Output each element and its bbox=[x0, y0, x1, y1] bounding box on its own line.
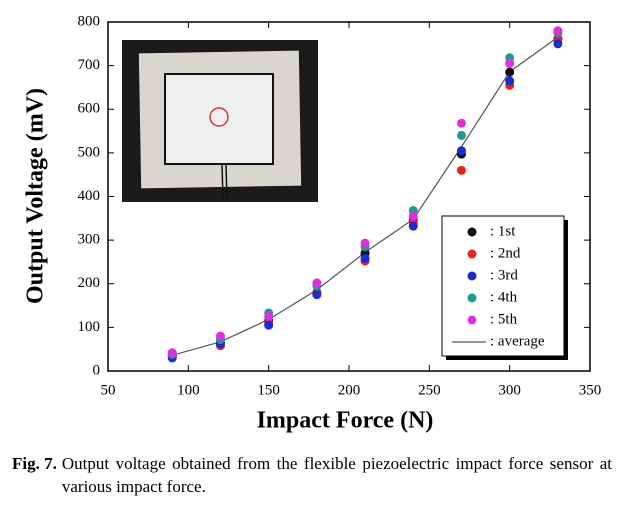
data-point bbox=[456, 130, 466, 140]
legend-marker bbox=[467, 271, 477, 281]
data-point bbox=[360, 253, 370, 263]
x-tick-label: 200 bbox=[338, 382, 361, 398]
data-point bbox=[408, 211, 418, 221]
legend-label: : 1st bbox=[490, 223, 516, 239]
y-tick-label: 700 bbox=[78, 57, 101, 73]
y-tick-label: 400 bbox=[78, 188, 101, 204]
legend-box bbox=[441, 215, 565, 357]
data-point bbox=[456, 118, 466, 128]
legend-marker bbox=[467, 315, 477, 325]
legend-label: : 4th bbox=[490, 289, 518, 305]
data-point bbox=[360, 238, 370, 248]
legend-label: : 5th bbox=[490, 311, 518, 327]
data-point bbox=[456, 165, 466, 175]
legend-marker bbox=[467, 293, 477, 303]
data-point bbox=[505, 76, 515, 86]
chart: Output Voltage (mV) Impact Force (N) 0 10… bbox=[23, 13, 602, 434]
x-tick-label: 50 bbox=[101, 382, 116, 398]
x-tick-label: 100 bbox=[177, 382, 200, 398]
caption: Fig. 7. Output voltage obtained from the… bbox=[12, 452, 612, 498]
data-point bbox=[553, 26, 563, 36]
y-tick-label: 600 bbox=[78, 101, 101, 117]
caption-label: Fig. 7. bbox=[12, 454, 57, 473]
y-tick-label: 200 bbox=[78, 275, 101, 291]
legend-label: : 3rd bbox=[490, 267, 518, 283]
x-tick-label: 250 bbox=[418, 382, 441, 398]
x-tick-label: 350 bbox=[579, 382, 602, 398]
data-point bbox=[312, 278, 322, 288]
x-tick-label: 300 bbox=[498, 382, 521, 398]
y-tick-label: 0 bbox=[93, 362, 101, 378]
data-point bbox=[312, 290, 322, 300]
legend-label: : average bbox=[490, 333, 545, 349]
inset-photo bbox=[122, 40, 318, 202]
data-point bbox=[505, 58, 515, 68]
y-tick-label: 800 bbox=[78, 13, 101, 29]
data-point bbox=[264, 311, 274, 321]
legend-marker bbox=[467, 227, 477, 237]
caption-text: Output voltage obtained from the flexibl… bbox=[61, 454, 612, 496]
data-point bbox=[505, 67, 515, 77]
x-axis-label: Impact Force (N) bbox=[257, 408, 434, 434]
y-tick-label: 300 bbox=[78, 232, 101, 248]
y-tick-label: 500 bbox=[78, 144, 101, 160]
x-tick-label: 150 bbox=[257, 382, 280, 398]
data-point bbox=[167, 348, 177, 358]
data-point bbox=[215, 331, 225, 341]
y-axis-label: Output Voltage (mV) bbox=[23, 88, 49, 304]
legend-label: : 2nd bbox=[490, 245, 521, 261]
y-tick-label: 100 bbox=[78, 319, 101, 335]
data-point bbox=[456, 146, 466, 156]
data-point bbox=[264, 320, 274, 330]
data-point bbox=[408, 221, 418, 231]
data-point bbox=[553, 39, 563, 49]
legend-marker bbox=[467, 249, 477, 259]
